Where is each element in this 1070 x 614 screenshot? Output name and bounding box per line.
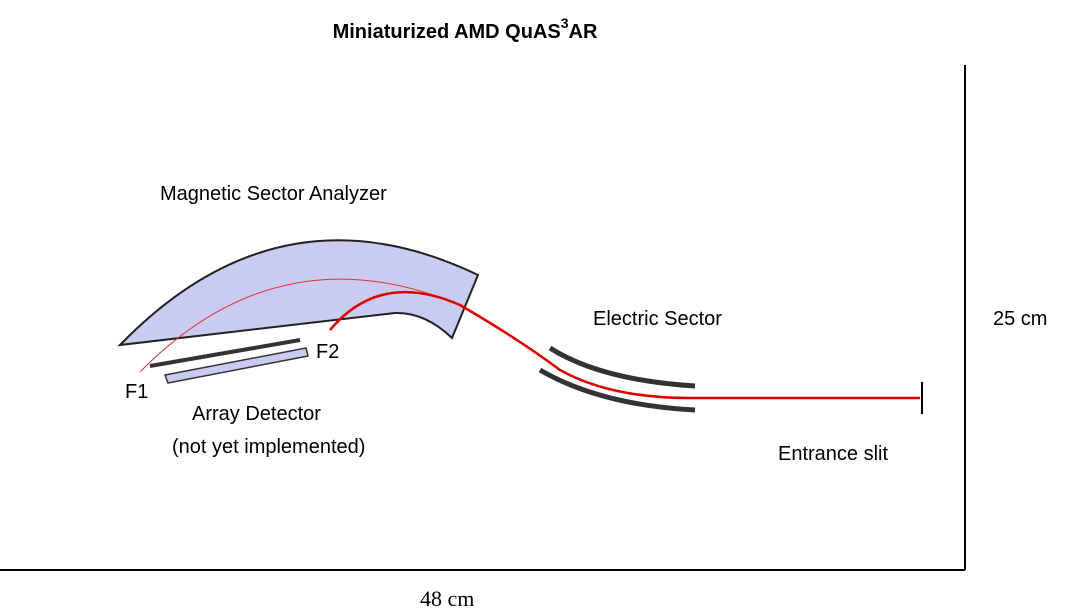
title-tail: AR (569, 21, 598, 43)
f2-label: F2 (316, 341, 339, 363)
width-label: 48 cm (420, 586, 474, 611)
detector-note: (not yet implemented) (172, 436, 365, 458)
title-sup: 3 (561, 15, 569, 31)
beam-thin (139, 278, 461, 373)
height-label: 25 cm (993, 308, 1047, 330)
title: Miniaturized AMD QuAS3AR (333, 15, 598, 43)
beam (329, 290, 920, 400)
electric-sector-inner (548, 345, 696, 389)
electric-sector-outer (538, 367, 696, 413)
title-main: Miniaturized AMD QuAS (333, 21, 561, 43)
magnetic-sector (117, 239, 480, 347)
slit-label: Entrance slit (778, 443, 888, 465)
electric-label: Electric Sector (593, 308, 722, 330)
array-detector (163, 347, 309, 384)
magnetic-label: Magnetic Sector Analyzer (160, 183, 387, 205)
detector-label: Array Detector (192, 403, 321, 425)
f1-label: F1 (125, 381, 148, 403)
detector-edge (149, 338, 301, 368)
